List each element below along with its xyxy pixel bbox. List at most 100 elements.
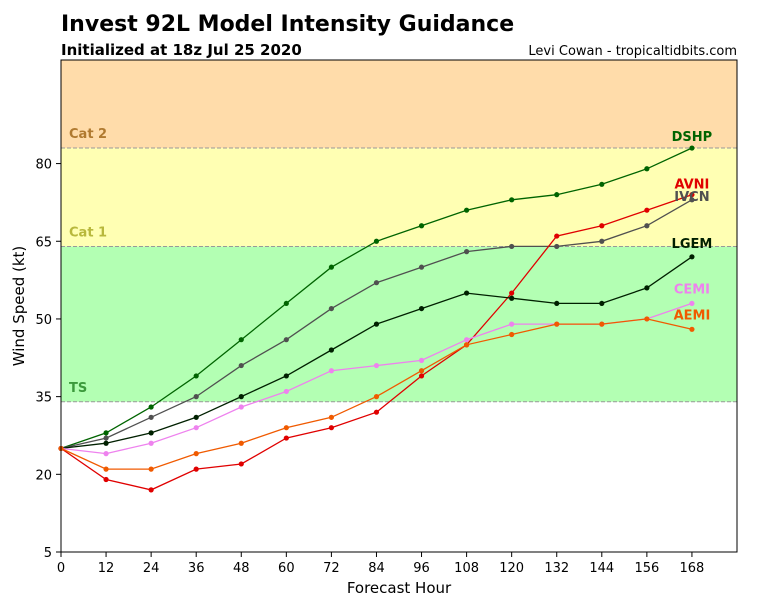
point-ivcn-9 bbox=[464, 249, 470, 255]
point-lgem-6 bbox=[328, 347, 334, 353]
point-lgem-9 bbox=[464, 290, 470, 296]
point-avni-2 bbox=[148, 487, 154, 493]
point-aemi-11 bbox=[554, 321, 560, 327]
axes: 0 12 24 36 48 60 72 84 96 108 120 132 144 156 168 5 20 35… bbox=[35, 59, 738, 576]
chart-subtitle: Initialized at 18z Jul 25 2020 bbox=[61, 41, 302, 59]
band-label-1: Cat 1 bbox=[69, 225, 107, 240]
point-aemi-10 bbox=[509, 331, 515, 338]
point-lgem-10 bbox=[509, 295, 515, 301]
point-dshp-10 bbox=[509, 197, 515, 203]
point-avni-4 bbox=[238, 461, 244, 467]
point-avni-12 bbox=[599, 223, 605, 229]
band-2 bbox=[61, 60, 737, 149]
point-aemi-7 bbox=[373, 394, 380, 400]
series-label-lgem: LGEM bbox=[672, 237, 713, 252]
x-tick-label-5: 60 bbox=[278, 561, 295, 576]
plot-frame bbox=[60, 59, 738, 553]
point-lgem-13 bbox=[644, 285, 650, 291]
series-label-cemi: CEMI bbox=[674, 282, 710, 297]
point-dshp-13 bbox=[644, 166, 650, 172]
point-aemi-8 bbox=[418, 368, 425, 374]
point-avni-10 bbox=[509, 290, 515, 296]
point-lgem-8 bbox=[418, 305, 425, 312]
y-axis-label: Wind Speed (kt) bbox=[10, 246, 28, 367]
point-cemi-1 bbox=[103, 451, 109, 457]
point-ivcn-11 bbox=[554, 243, 560, 250]
point-dshp-8 bbox=[418, 223, 425, 229]
point-cemi-6 bbox=[328, 368, 334, 374]
point-lgem-3 bbox=[193, 414, 199, 420]
x-axis-label: Forecast Hour bbox=[347, 579, 452, 597]
x-tick-label-9: 108 bbox=[454, 561, 479, 576]
point-cemi-2 bbox=[148, 440, 154, 446]
x-tick-label-3: 36 bbox=[188, 561, 205, 576]
point-dshp-4 bbox=[238, 337, 244, 343]
x-tick-label-6: 72 bbox=[323, 561, 340, 576]
point-aemi-3 bbox=[193, 451, 199, 457]
point-lgem-7 bbox=[373, 321, 380, 327]
x-tick-label-2: 24 bbox=[143, 561, 160, 576]
point-dshp-7 bbox=[373, 238, 380, 244]
point-avni-8 bbox=[418, 373, 425, 379]
point-avni-11 bbox=[554, 233, 560, 239]
x-tick-label-13: 156 bbox=[634, 561, 659, 576]
intensity-bands: TS Cat 1 Cat 2 bbox=[61, 60, 737, 403]
point-ivcn-12 bbox=[599, 238, 605, 244]
x-tick-label-11: 132 bbox=[544, 561, 569, 576]
point-cemi-10 bbox=[509, 321, 515, 327]
point-lgem-14 bbox=[689, 254, 695, 260]
point-lgem-11 bbox=[554, 300, 560, 307]
point-dshp-6 bbox=[328, 264, 334, 270]
series-label-ivcn: IVCN bbox=[674, 190, 709, 205]
point-dshp-3 bbox=[193, 373, 199, 379]
band-label-0: TS bbox=[69, 381, 87, 396]
point-aemi-4 bbox=[238, 440, 244, 446]
point-ivcn-14 bbox=[689, 197, 695, 203]
point-ivcn-7 bbox=[373, 280, 380, 286]
point-cemi-9 bbox=[464, 337, 470, 343]
point-aemi-13 bbox=[644, 316, 650, 322]
chart-title: Invest 92L Model Intensity Guidance bbox=[61, 12, 514, 37]
point-dshp-5 bbox=[283, 300, 289, 307]
y-tick-label-0: 5 bbox=[44, 546, 52, 561]
point-ivcn-5 bbox=[283, 337, 289, 343]
x-tick-label-14: 168 bbox=[680, 561, 705, 576]
point-avni-13 bbox=[644, 207, 650, 213]
point-avni-6 bbox=[328, 425, 334, 431]
point-lgem-12 bbox=[599, 300, 605, 307]
x-tick-label-1: 12 bbox=[98, 561, 115, 576]
point-avni-14 bbox=[689, 192, 695, 198]
series-label-avni: AVNI bbox=[674, 178, 709, 193]
point-lgem-5 bbox=[283, 373, 289, 379]
point-ivcn-6 bbox=[328, 305, 334, 312]
point-ivcn-4 bbox=[238, 362, 244, 369]
band-label-2: Cat 2 bbox=[69, 127, 107, 142]
point-cemi-8 bbox=[418, 357, 425, 363]
point-aemi-5 bbox=[283, 425, 289, 431]
point-cemi-5 bbox=[283, 388, 289, 395]
point-lgem-2 bbox=[148, 430, 154, 436]
point-ivcn-1 bbox=[103, 435, 109, 441]
point-dshp-1 bbox=[103, 430, 109, 436]
point-avni-7 bbox=[373, 409, 380, 415]
point-lgem-1 bbox=[103, 440, 109, 446]
y-tick-label-3: 50 bbox=[35, 313, 52, 328]
point-avni-3 bbox=[193, 466, 199, 472]
series-label-aemi: AEMI bbox=[674, 308, 711, 323]
point-dshp-11 bbox=[554, 192, 560, 198]
point-dshp-9 bbox=[464, 207, 470, 213]
x-tick-label-0: 0 bbox=[57, 561, 65, 576]
x-tick-label-8: 96 bbox=[413, 561, 430, 576]
point-ivcn-8 bbox=[418, 264, 425, 270]
point-avni-1 bbox=[103, 476, 109, 483]
point-aemi-1 bbox=[103, 466, 109, 472]
chart-credit: Levi Cowan - tropicaltidbits.com bbox=[528, 44, 737, 59]
series-label-dshp: DSHP bbox=[672, 130, 713, 145]
x-tick-label-4: 48 bbox=[233, 561, 250, 576]
y-tick-label-5: 80 bbox=[35, 158, 52, 173]
y-tick-label-4: 65 bbox=[35, 235, 52, 250]
point-cemi-4 bbox=[238, 404, 244, 410]
band-0 bbox=[61, 246, 737, 402]
point-ivcn-2 bbox=[148, 414, 154, 420]
